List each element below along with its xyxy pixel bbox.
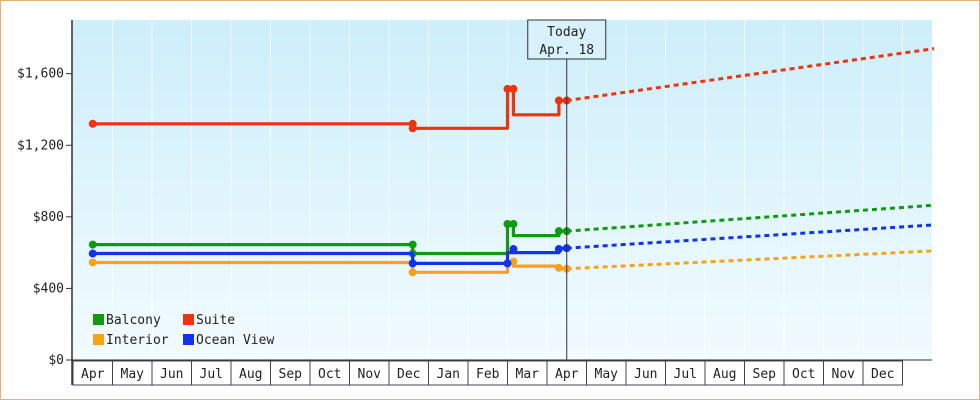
x-tick-label: Dec <box>871 367 894 382</box>
data-point <box>509 245 518 254</box>
x-tick-label: Dec <box>397 367 420 382</box>
x-tick-box <box>507 360 548 386</box>
data-point <box>503 259 512 268</box>
y-tick-label: $1,200 <box>17 138 64 153</box>
x-tick-label: Jun <box>160 367 183 382</box>
x-tick-box <box>625 360 666 386</box>
series-balcony <box>88 203 935 258</box>
y-tick-label: $0 <box>48 353 64 368</box>
x-tick-box <box>586 360 627 386</box>
data-point <box>554 96 563 105</box>
x-tick-box <box>349 360 390 386</box>
x-tick-box <box>783 360 824 386</box>
x-tick-label: May <box>121 367 145 382</box>
forecast-line <box>566 203 935 233</box>
data-point <box>509 84 518 93</box>
legend-item-interior[interactable]: Interior <box>93 333 169 348</box>
legend-label: Balcony <box>106 313 161 328</box>
x-tick-box <box>704 360 745 386</box>
x-tick-label: Jan <box>437 367 460 382</box>
x-tick-box <box>388 360 429 386</box>
data-point <box>408 124 417 133</box>
data-point <box>88 258 97 267</box>
x-tick-label: Aug <box>713 367 736 382</box>
y-tick-label: $1,600 <box>17 67 64 82</box>
legend-swatch <box>93 334 104 345</box>
legend-item-balcony[interactable]: Balcony <box>93 313 161 328</box>
forecast-line <box>566 47 935 103</box>
x-tick-box <box>309 360 350 386</box>
y-tick-label: $400 <box>33 281 64 296</box>
data-point <box>408 259 417 268</box>
x-tick-label: Sep <box>279 367 303 382</box>
x-tick-box <box>72 360 113 386</box>
x-tick-label: Nov <box>358 367 382 382</box>
legend-swatch <box>183 314 194 325</box>
x-tick-box <box>467 360 508 386</box>
data-point <box>88 119 97 128</box>
data-point <box>554 263 563 272</box>
data-point <box>88 240 97 249</box>
x-tick-label: Sep <box>753 367 777 382</box>
x-tick-label: Apr <box>81 367 105 382</box>
legend-item-suite[interactable]: Suite <box>183 313 235 328</box>
x-tick-box <box>665 360 706 386</box>
data-point <box>503 220 512 228</box>
forecast-line <box>566 249 935 271</box>
today-date: Apr. 18 <box>539 43 594 58</box>
data-point <box>88 249 97 258</box>
x-tick-label: Oct <box>318 367 341 382</box>
x-tick-box <box>546 360 587 386</box>
x-tick-box <box>112 360 153 386</box>
data-point <box>554 227 563 236</box>
x-tick-label: Mar <box>516 367 540 382</box>
x-tick-label: Jul <box>674 367 697 382</box>
legend-label: Suite <box>196 313 235 328</box>
x-tick-label: Oct <box>792 367 815 382</box>
x-tick-box <box>862 360 903 386</box>
gridlines <box>112 20 903 360</box>
x-tick-label: Nov <box>832 367 856 382</box>
data-point <box>554 245 563 254</box>
today-marker: Today Apr. 18 <box>527 19 607 360</box>
x-tick-label: May <box>595 367 619 382</box>
today-title: Today <box>547 25 586 40</box>
data-point <box>509 220 518 228</box>
x-tick-label: Jun <box>634 367 657 382</box>
forecast-line <box>566 223 935 250</box>
x-tick-label: Feb <box>476 367 500 382</box>
x-tick-label: Jul <box>200 367 223 382</box>
x-tick-box <box>270 360 311 386</box>
y-tick-label: $800 <box>33 210 64 225</box>
data-point <box>408 240 417 249</box>
data-point <box>408 268 417 277</box>
data-point <box>503 84 512 93</box>
series-layer <box>88 47 935 277</box>
legend-label: Ocean View <box>196 333 274 348</box>
x-tick-label: Aug <box>239 367 262 382</box>
legend-item-ocean-view[interactable]: Ocean View <box>183 333 274 348</box>
legend-swatch <box>183 334 194 345</box>
legend-label: Interior <box>106 333 169 348</box>
x-tick-label: Apr <box>555 367 579 382</box>
x-tick-box <box>191 360 232 386</box>
plot-area <box>72 20 932 360</box>
legend-swatch <box>93 314 104 325</box>
series-suite <box>88 47 935 133</box>
legend: Balcony Suite Interior Ocean View <box>93 313 274 348</box>
axes: $0 $400 $800 $1,200 $1,600 Apr May Jun Jul Aug Sep… <box>17 20 932 386</box>
today-callout <box>527 19 607 60</box>
